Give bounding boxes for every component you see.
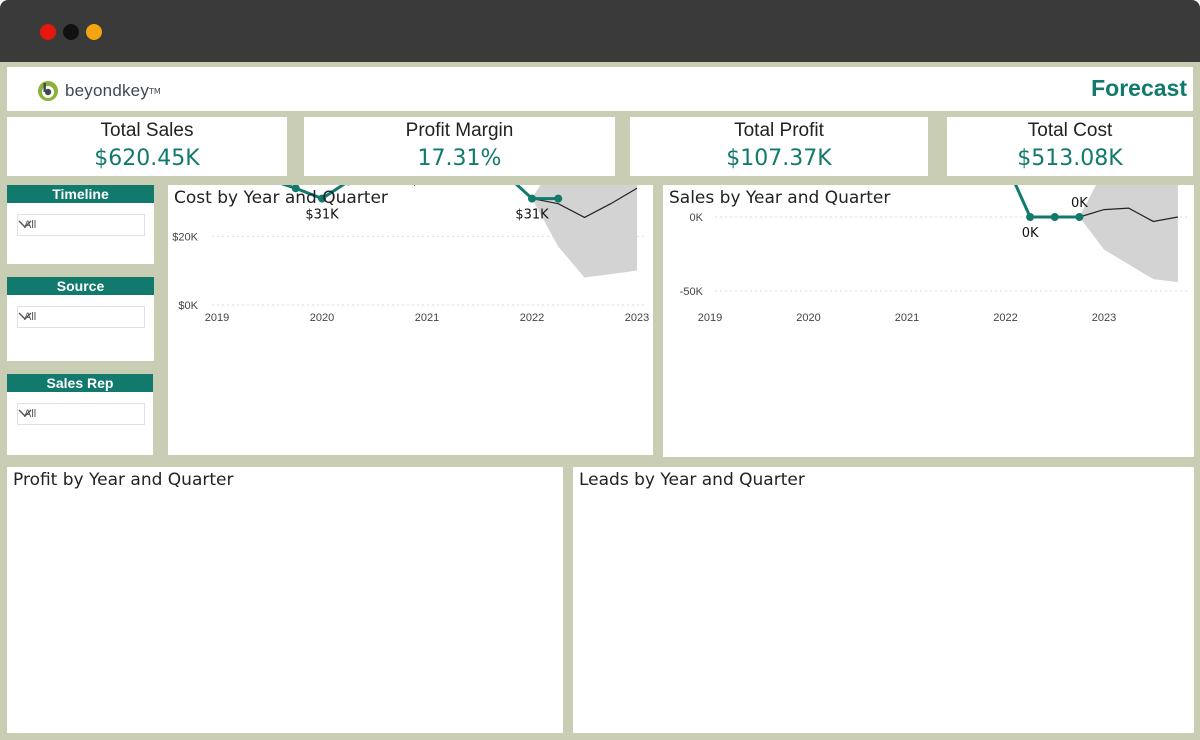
kpi-card-profit-margin[interactable]: Profit Margin 17.31%: [304, 117, 615, 176]
y-tick-label: -50K: [680, 286, 704, 298]
kpi-value: $513.08K: [1017, 146, 1123, 171]
data-point: [528, 194, 536, 203]
y-tick-label: $0K: [178, 300, 198, 312]
timeline-dropdown[interactable]: All: [17, 214, 145, 236]
window-titlebar: [0, 0, 1200, 62]
x-tick-label: 2020: [310, 312, 334, 324]
data-label: $41K: [410, 185, 444, 188]
sales-rep-dropdown[interactable]: All: [17, 403, 145, 425]
chart-sales-svg: -50K0K50K2019202020212022202355K43K37K58…: [680, 185, 1188, 324]
chart-profit-svg: -10K-5K0K5K10K201920202021202220237.2K3.…: [7, 467, 563, 733]
kpi-label: Profit Margin: [405, 120, 514, 141]
x-tick-label: 2020: [796, 312, 820, 324]
logo-mark-icon: [38, 81, 58, 101]
chevron-down-icon: [18, 409, 32, 417]
dashboard-canvas: beyondkey TM Forecast Total Sales $620.4…: [0, 62, 1200, 740]
data-label: 0K: [1022, 226, 1039, 241]
minimize-window-dot[interactable]: [63, 24, 79, 40]
dropdown-value: All: [24, 311, 37, 323]
x-tick-label: 2021: [415, 312, 439, 324]
data-label: $31K: [515, 208, 549, 223]
series-line: [1014, 185, 1080, 219]
kpi-label: Total Cost: [1027, 120, 1113, 141]
slicer-source: Source All: [7, 277, 154, 361]
maximize-window-dot[interactable]: [86, 24, 102, 40]
dashboard-header: beyondkey TM Forecast: [7, 67, 1193, 111]
x-tick-label: 2023: [625, 312, 649, 324]
x-tick-label: 2022: [993, 312, 1017, 324]
forecast-line: [1079, 207, 1178, 223]
y-tick-label: $20K: [172, 231, 198, 243]
chart-title: Profit by Year and Quarter: [13, 470, 234, 490]
chart-cost-svg: $0K$20K$40K$60K20192020202120222023$45K$…: [172, 185, 649, 324]
slicer-title: Timeline: [7, 185, 154, 203]
dropdown-value: All: [24, 408, 37, 420]
slicer-timeline: Timeline All: [7, 185, 154, 264]
chart-title: Sales by Year and Quarter: [669, 188, 891, 208]
chart-panel-sales[interactable]: -50K0K50K2019202020212022202355K43K37K58…: [663, 185, 1194, 457]
kpi-card-total-sales[interactable]: Total Sales $620.45K: [7, 117, 287, 176]
y-tick-label: 0K: [690, 212, 704, 224]
data-point: [1075, 213, 1084, 221]
chart-title: Cost by Year and Quarter: [174, 188, 388, 208]
data-label: 37K: [796, 185, 822, 186]
slicer-title: Source: [7, 277, 154, 295]
x-tick-label: 2021: [895, 312, 919, 324]
kpi-card-total-cost[interactable]: Total Cost $513.08K: [947, 117, 1193, 176]
brand-logo: beyondkey TM: [37, 79, 161, 103]
kpi-label: Total Sales: [100, 120, 194, 141]
source-dropdown[interactable]: All: [17, 306, 145, 328]
data-label: 0K: [1071, 196, 1088, 211]
page-title: Forecast: [1091, 75, 1187, 101]
forecast-confidence-band: [1079, 185, 1178, 283]
chart-leads-svg: 10203040Jan 2019Jul 2019Jan 2020Jul 2020…: [573, 467, 1194, 733]
data-point: [291, 185, 300, 193]
kpi-value: 17.31%: [417, 146, 502, 171]
kpi-value: $107.37K: [726, 146, 832, 171]
chart-panel-leads[interactable]: 10203040Jan 2019Jul 2019Jan 2020Jul 2020…: [573, 467, 1194, 733]
logo-text: beyondkey: [65, 81, 150, 100]
chevron-down-icon: [18, 220, 32, 228]
slicer-sales-rep: Sales Rep All: [7, 374, 153, 455]
x-tick-label: 2019: [698, 312, 722, 324]
kpi-value: $620.45K: [94, 146, 200, 171]
chart-panel-profit[interactable]: -10K-5K0K5K10K201920202021202220237.2K3.…: [7, 467, 563, 733]
data-point: [1026, 213, 1035, 221]
logo-trademark: TM: [149, 86, 161, 96]
kpi-label: Total Profit: [734, 120, 824, 141]
data-point: [554, 194, 563, 203]
x-tick-label: 2019: [205, 312, 229, 324]
close-window-dot[interactable]: [40, 24, 56, 40]
chart-panel-cost[interactable]: $0K$20K$40K$60K20192020202120222023$45K$…: [168, 185, 653, 455]
data-point: [1050, 213, 1059, 221]
slicer-title: Sales Rep: [7, 374, 153, 392]
forecast-confidence-band: [532, 185, 637, 278]
data-point: [318, 194, 326, 203]
data-label: $31K: [305, 208, 339, 223]
kpi-card-total-profit[interactable]: Total Profit $107.37K: [630, 117, 928, 176]
x-tick-label: 2023: [1092, 312, 1116, 324]
chevron-down-icon: [18, 312, 32, 320]
forecast-line: [531, 187, 638, 219]
x-tick-label: 2022: [520, 312, 544, 324]
chart-title: Leads by Year and Quarter: [579, 470, 805, 490]
dropdown-value: All: [24, 219, 37, 231]
